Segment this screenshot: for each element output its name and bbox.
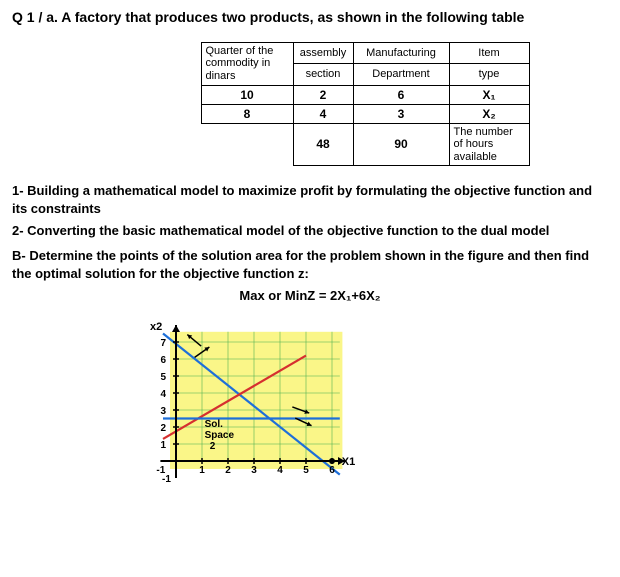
objective-equation: Max or MinZ = 2X₁+6X₂ [12, 288, 608, 303]
part-b-text: B- Determine the points of the solution … [12, 247, 608, 282]
svg-text:5: 5 [303, 465, 309, 476]
footer-assembly: 48 [293, 123, 353, 166]
table-footer-row: 48 90 The number of hours available [201, 123, 529, 166]
svg-text:1: 1 [199, 465, 205, 476]
col-header-assembly-2: section [293, 64, 353, 85]
svg-text:2: 2 [210, 441, 216, 452]
svg-text:7: 7 [160, 338, 166, 349]
chart-wrap: 1234567123456-1-1X1x2Sol.Space2 [12, 313, 608, 483]
svg-text:Space: Space [205, 430, 235, 441]
cell-assembly: 4 [293, 104, 353, 123]
svg-text:2: 2 [160, 423, 166, 434]
svg-text:-1: -1 [162, 474, 171, 483]
cell-quarter: 10 [201, 85, 293, 104]
footer-label: The number of hours available [449, 123, 529, 166]
cell-item: X₂ [449, 104, 529, 123]
svg-text:3: 3 [160, 406, 166, 417]
col-header-item-1: Item [449, 42, 529, 63]
table-row: 10 2 6 X₁ [201, 85, 529, 104]
svg-text:4: 4 [160, 389, 166, 400]
svg-text:6: 6 [160, 355, 166, 366]
col-header-item-2: type [449, 64, 529, 85]
cell-assembly: 2 [293, 85, 353, 104]
feasible-region-chart: 1234567123456-1-1X1x2Sol.Space2 [132, 313, 372, 483]
footer-manufacturing: 90 [353, 123, 449, 166]
table-row: 8 4 3 X₂ [201, 104, 529, 123]
question-title: Q 1 / a. A factory that produces two pro… [12, 8, 608, 28]
data-table-wrap: Quarter of the commodity in dinars assem… [12, 42, 608, 167]
svg-text:X1: X1 [342, 456, 355, 468]
svg-text:3: 3 [251, 465, 257, 476]
cell-item: X₁ [449, 85, 529, 104]
svg-text:5: 5 [160, 372, 166, 383]
col-header-quarter: Quarter of the commodity in dinars [201, 42, 293, 85]
subquestion-2: 2- Converting the basic mathematical mod… [12, 222, 608, 240]
svg-text:2: 2 [225, 465, 231, 476]
svg-text:1: 1 [160, 440, 166, 451]
col-header-manufacturing-1: Manufacturing [353, 42, 449, 63]
svg-text:6: 6 [329, 465, 335, 476]
cell-quarter: 8 [201, 104, 293, 123]
cell-manufacturing: 6 [353, 85, 449, 104]
svg-text:x2: x2 [150, 321, 162, 333]
col-header-assembly-1: assembly [293, 42, 353, 63]
svg-text:4: 4 [277, 465, 283, 476]
col-header-manufacturing-2: Department [353, 64, 449, 85]
cell-manufacturing: 3 [353, 104, 449, 123]
subquestion-1: 1- Building a mathematical model to maxi… [12, 182, 608, 217]
data-table: Quarter of the commodity in dinars assem… [201, 42, 530, 167]
svg-text:Sol.: Sol. [205, 419, 224, 430]
